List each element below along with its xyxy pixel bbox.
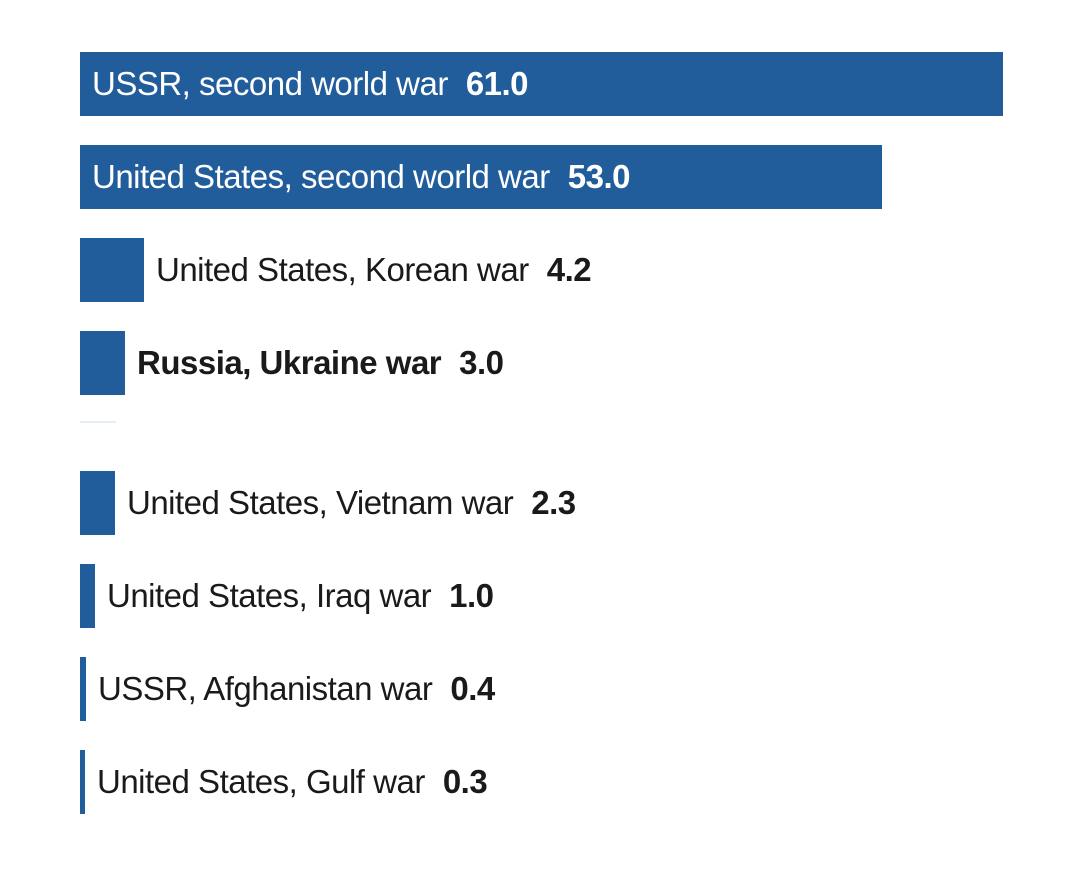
category-label: USSR, second world war — [92, 65, 448, 102]
bar — [80, 657, 86, 721]
bar-label: United States, Korean war 4.2 — [156, 238, 592, 302]
bar — [80, 52, 1003, 116]
bar — [80, 331, 125, 395]
bar — [80, 564, 95, 628]
category-label: United States, second world war — [92, 158, 550, 195]
value-label: 61.0 — [465, 65, 529, 102]
bar-label: United States, Vietnam war 2.3 — [127, 471, 576, 535]
bar-label: United States, second world war 53.0 — [92, 145, 630, 209]
value-label: 4.2 — [546, 251, 592, 288]
value-label: 0.4 — [450, 670, 495, 707]
value-label: 3.0 — [459, 344, 504, 381]
category-label: United States, Vietnam war — [127, 484, 514, 521]
value-label: 0.3 — [442, 763, 488, 800]
bar-label: USSR, second world war 61.0 — [92, 52, 529, 116]
bar — [80, 238, 144, 302]
bar-label: United States, Iraq war 1.0 — [107, 564, 494, 628]
category-label: United States, Korean war — [156, 251, 529, 288]
bar — [80, 471, 115, 535]
category-label: Russia, Ukraine war — [137, 344, 442, 381]
value-label: 1.0 — [449, 577, 494, 614]
value-label: 53.0 — [567, 158, 631, 195]
category-label: USSR, Afghanistan war — [98, 670, 433, 707]
bar — [80, 750, 85, 814]
bar-label: Russia, Ukraine war 3.0 — [137, 331, 504, 395]
bar-label: United States, Gulf war 0.3 — [97, 750, 488, 814]
category-label: United States, Iraq war — [107, 577, 432, 614]
bar — [80, 145, 882, 209]
category-label: United States, Gulf war — [97, 763, 425, 800]
value-label: 2.3 — [531, 484, 576, 521]
bar-label: USSR, Afghanistan war 0.4 — [98, 657, 495, 721]
group-divider — [80, 421, 116, 423]
